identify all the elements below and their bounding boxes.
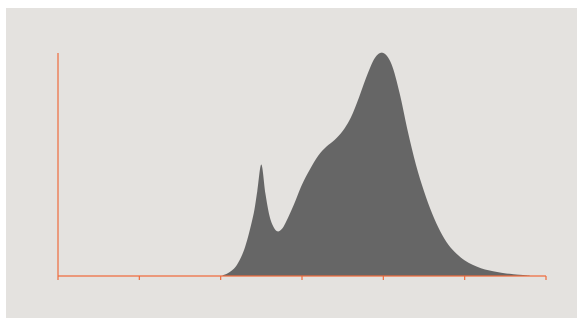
area-series-0: [220, 52, 530, 276]
density-chart: [57, 52, 547, 280]
chart-panel: [6, 8, 577, 318]
